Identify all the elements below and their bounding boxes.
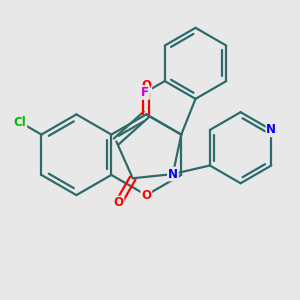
Text: O: O — [141, 189, 151, 202]
Text: N: N — [168, 168, 178, 181]
Text: Cl: Cl — [14, 116, 26, 129]
Text: F: F — [141, 86, 149, 99]
Text: O: O — [113, 196, 124, 209]
Text: N: N — [266, 124, 276, 136]
Text: O: O — [141, 80, 151, 92]
